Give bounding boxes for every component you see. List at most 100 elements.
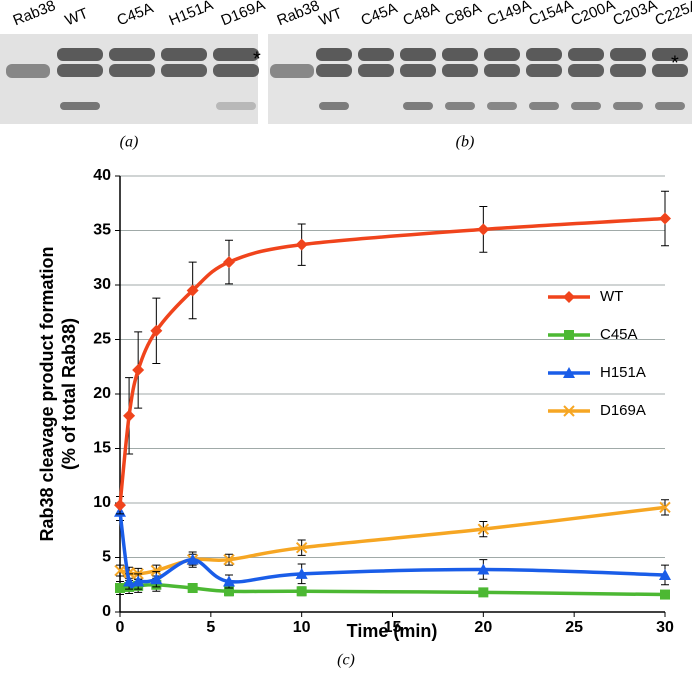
band [529, 102, 559, 110]
band [484, 64, 520, 77]
lane-label: Rab38 [275, 0, 322, 29]
x-tick-label: 25 [565, 619, 583, 636]
band [400, 48, 436, 61]
band [400, 64, 436, 77]
marker [659, 501, 671, 514]
marker [660, 589, 670, 600]
band [655, 102, 685, 110]
marker [478, 587, 489, 598]
marker [295, 541, 308, 554]
marker [186, 284, 199, 297]
marker [114, 564, 126, 577]
band [442, 48, 478, 61]
band [571, 102, 601, 110]
panel-label: (b) [456, 134, 475, 151]
y-tick-label: 10 [93, 494, 111, 511]
band [6, 64, 50, 78]
band [487, 102, 517, 110]
x-axis-label: Time (min) [347, 621, 438, 641]
marker [477, 223, 490, 236]
band [652, 48, 688, 61]
y-tick-label: 30 [93, 276, 111, 293]
marker [659, 568, 671, 580]
band [526, 64, 562, 77]
band [319, 102, 349, 110]
lane-label: WT [317, 5, 345, 30]
legend-marker [563, 367, 575, 378]
series-line [119, 582, 666, 597]
marker [132, 364, 145, 377]
band [610, 64, 646, 77]
lane-label: Rab38 [11, 0, 58, 29]
marker [224, 586, 234, 597]
marker [477, 563, 490, 575]
y-tick-label: 20 [93, 385, 111, 402]
band [316, 48, 352, 61]
legend-label: WT [600, 288, 623, 305]
band [403, 102, 433, 110]
lane-label: C45A [359, 0, 400, 29]
lane-label: C225A [653, 0, 692, 29]
lane-label: H151A [167, 0, 216, 29]
y-tick-label: 35 [93, 222, 111, 239]
band [358, 64, 394, 77]
legend-marker [563, 291, 575, 303]
band [57, 64, 103, 77]
band [161, 64, 207, 77]
marker [186, 553, 199, 565]
band [316, 64, 352, 77]
band [613, 102, 643, 110]
band-marker: * [671, 52, 679, 74]
band [445, 102, 475, 110]
x-tick-label: 5 [206, 619, 215, 636]
lane-label: C45A [115, 0, 156, 29]
marker [187, 583, 198, 594]
marker [295, 567, 308, 579]
band [484, 48, 520, 61]
legend-label: D169A [600, 402, 646, 419]
lane-label: D169A [219, 0, 268, 29]
marker [659, 212, 671, 225]
y-tick-label: 15 [93, 440, 111, 457]
panel-label: (a) [120, 134, 139, 151]
marker [132, 575, 145, 587]
x-tick-label: 30 [656, 619, 674, 636]
band [652, 64, 688, 77]
band [213, 64, 259, 77]
series-line [118, 511, 666, 589]
marker [123, 409, 136, 422]
band [213, 48, 259, 61]
band [109, 64, 155, 77]
y-axis-label: (% of total Rab38) [59, 318, 79, 470]
band [270, 64, 314, 78]
legend-marker [563, 405, 575, 417]
y-tick-label: 25 [93, 331, 111, 348]
marker [123, 575, 136, 587]
y-axis-label: Rab38 cleavage product formation [37, 246, 57, 541]
x-tick-label: 10 [293, 619, 311, 636]
band [358, 48, 394, 61]
gel-b [268, 34, 692, 124]
marker [115, 583, 125, 594]
band [568, 64, 604, 77]
series-line [118, 216, 666, 506]
band [57, 48, 103, 61]
band [161, 48, 207, 61]
gel-a [0, 34, 258, 124]
marker [150, 573, 163, 585]
band [60, 102, 100, 110]
panel-label: (c) [337, 652, 355, 669]
band [568, 48, 604, 61]
legend-label: C45A [600, 326, 638, 343]
band [526, 48, 562, 61]
lane-label: C48A [401, 0, 442, 29]
lane-label: C86A [443, 0, 484, 29]
marker [150, 564, 163, 577]
y-tick-label: 0 [102, 603, 111, 620]
legend-marker [564, 330, 574, 340]
marker [150, 324, 163, 337]
marker [223, 575, 235, 587]
marker [296, 586, 307, 597]
band [216, 102, 256, 110]
